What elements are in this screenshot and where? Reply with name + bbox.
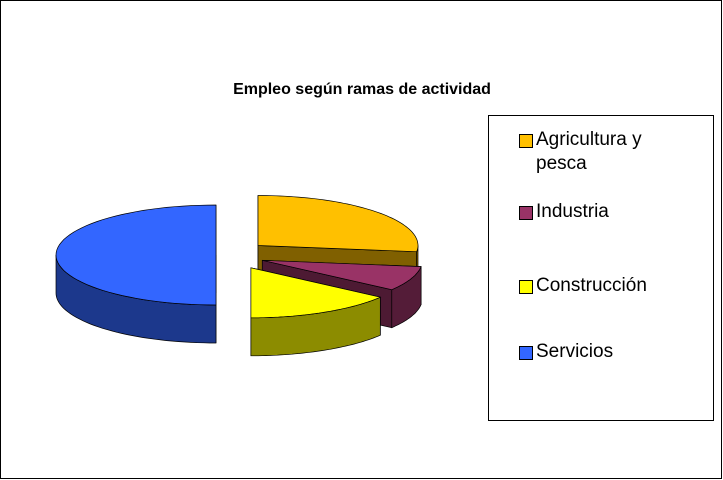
legend-swatch (519, 134, 533, 148)
legend-swatch (519, 206, 533, 220)
legend-label: Agricultura y pesca (536, 129, 642, 174)
slice (257, 195, 419, 253)
slice (262, 259, 422, 291)
legend-item: Construcción (519, 274, 686, 298)
legend-label: Servicios (536, 341, 614, 362)
legend-label: Construcción (536, 275, 647, 296)
slice (55, 204, 217, 306)
legend-swatch (519, 346, 533, 360)
legend-item: Servicios (519, 340, 686, 364)
slice (250, 267, 382, 319)
chart-title: Empleo según ramas de actividad (233, 81, 491, 98)
legend-item: Industria (519, 200, 686, 224)
legend-item: Agricultura y pesca (519, 128, 686, 176)
legend-swatch (519, 280, 533, 294)
legend-label: Industria (536, 201, 609, 222)
legend: Agricultura y pesca Industria Construcción… (488, 115, 714, 421)
